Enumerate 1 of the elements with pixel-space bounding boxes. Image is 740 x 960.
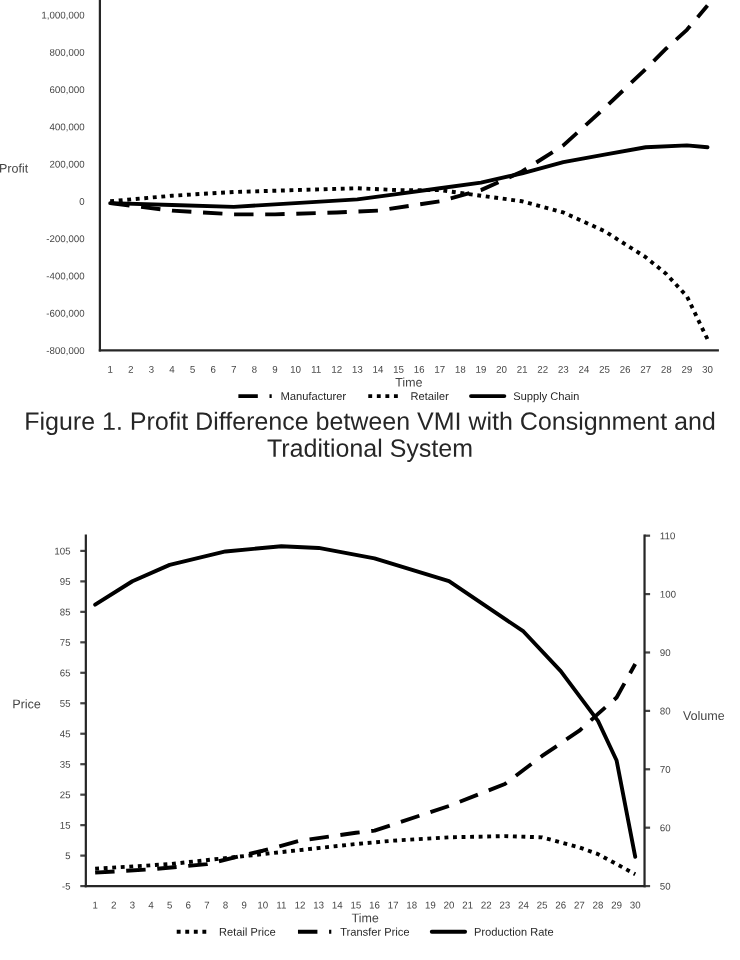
caption: Figure 1. Profit Difference between VMI with Consignment and Traditional System (26, 411, 715, 462)
